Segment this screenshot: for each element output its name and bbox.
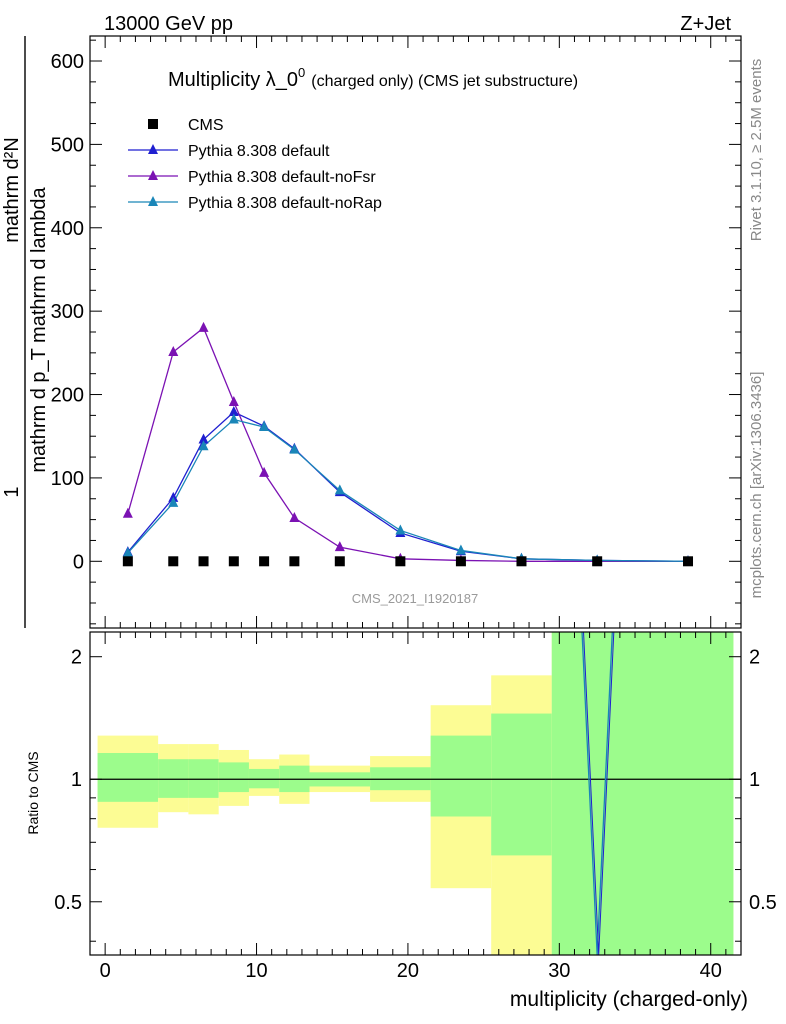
x-tick-label: 10 bbox=[245, 960, 267, 982]
point-nofsr bbox=[259, 466, 270, 477]
ratio-band-inner bbox=[97, 753, 159, 802]
legend-item-norap: Pythia 8.308 default-noRap bbox=[128, 195, 382, 212]
point-default bbox=[228, 406, 239, 417]
ratio-band-inner bbox=[551, 632, 734, 955]
ratio-y-tick-label-right: 2 bbox=[749, 647, 760, 669]
legend-marker-norap bbox=[148, 196, 158, 206]
legend-label-nofsr: Pythia 8.308 default-noFsr bbox=[188, 169, 376, 186]
ratio-y-tick-label: 0.5 bbox=[54, 892, 82, 914]
point-cms bbox=[395, 556, 406, 567]
point-cms bbox=[455, 556, 466, 567]
point-cms bbox=[228, 556, 239, 567]
point-cms bbox=[198, 556, 209, 567]
plot-title-small: (charged only) (CMS jet substructure) bbox=[311, 73, 578, 90]
plot-title-main: Multiplicity λ_0 bbox=[168, 69, 298, 91]
y-tick-label: 500 bbox=[51, 134, 84, 156]
point-cms bbox=[168, 556, 179, 567]
x-tick-label: 30 bbox=[548, 960, 570, 982]
point-cms bbox=[122, 556, 133, 567]
ratio-y-tick-label-right: 0.5 bbox=[749, 892, 777, 914]
plot-title-sup: 0 bbox=[298, 65, 305, 80]
legend-label-cms: CMS bbox=[188, 117, 224, 134]
analysis-watermark: CMS_2021_I1920187 bbox=[352, 591, 479, 606]
point-nofsr bbox=[122, 507, 133, 518]
legend: CMS Pythia 8.308 default Pythia 8.308 de… bbox=[128, 117, 382, 212]
legend-item-default: Pythia 8.308 default bbox=[128, 143, 330, 160]
ratio-band-inner bbox=[158, 759, 189, 798]
ratio-frame bbox=[89, 631, 742, 956]
point-cms bbox=[592, 556, 603, 567]
ratio-band-inner bbox=[248, 768, 280, 789]
legend-item-cms: CMS bbox=[148, 117, 224, 134]
legend-marker-nofsr bbox=[148, 170, 158, 180]
series-line-nofsr bbox=[127, 326, 689, 562]
x-tick-label: 40 bbox=[700, 960, 722, 982]
mcplots-label: mcplots.cern.ch [arXiv:1306.3436] bbox=[748, 372, 765, 599]
ratio-y-tick-label: 2 bbox=[71, 647, 82, 669]
x-axis-label: multiplicity (charged-only) bbox=[510, 988, 748, 1011]
point-norap bbox=[168, 496, 179, 507]
point-norap bbox=[122, 546, 133, 557]
y-tick-label: 100 bbox=[51, 468, 84, 490]
y-tick-label: 400 bbox=[51, 218, 84, 240]
upper-frame bbox=[89, 35, 742, 629]
ratio-band-inner bbox=[491, 713, 552, 856]
series-line-norap bbox=[127, 418, 689, 562]
ratio-panel: 0.5 0.51 12 20 10 20 30 40 Ratio to CMS multipl… bbox=[25, 631, 777, 1011]
point-norap bbox=[259, 421, 270, 432]
legend-marker-default bbox=[148, 144, 158, 154]
y-tick-label: 600 bbox=[51, 51, 84, 73]
point-cms bbox=[334, 556, 345, 567]
point-nofsr bbox=[168, 346, 179, 357]
point-norap bbox=[455, 544, 466, 555]
point-norap bbox=[395, 524, 406, 535]
rivet-label: Rivet 3.1.10, ≥ 2.5M events bbox=[748, 59, 765, 242]
ylabel-top: 1 bbox=[1, 486, 23, 497]
point-cms bbox=[516, 556, 527, 567]
point-norap bbox=[334, 484, 345, 495]
point-default bbox=[168, 491, 179, 502]
point-norap bbox=[228, 413, 239, 424]
legend-item-nofsr: Pythia 8.308 default-noFsr bbox=[128, 169, 376, 186]
ratio-ylabel: Ratio to CMS bbox=[25, 751, 41, 834]
point-cms bbox=[259, 556, 270, 567]
ratio-y-tick-label: 1 bbox=[71, 769, 82, 791]
upper-axis-ticks: 0 100 200 300 400 500 600 bbox=[51, 36, 742, 628]
legend-label-norap: Pythia 8.308 default-noRap bbox=[188, 195, 382, 212]
header-right: Z+Jet bbox=[680, 13, 731, 35]
y-tick-label: 300 bbox=[51, 301, 84, 323]
ratio-band-inner bbox=[430, 735, 492, 817]
plot-title: Multiplicity λ_00 (charged only) (CMS jet… bbox=[168, 65, 578, 91]
series-line-default bbox=[127, 411, 689, 562]
point-nofsr bbox=[228, 396, 239, 407]
x-tick-label: 0 bbox=[100, 960, 111, 982]
point-cms bbox=[683, 556, 694, 567]
header-left: 13000 GeV pp bbox=[104, 13, 233, 35]
ylabel-numerator: mathrm d²N bbox=[1, 137, 23, 243]
point-cms bbox=[289, 556, 300, 567]
ylabel-denominator: mathrm d p_T mathrm d lambda bbox=[28, 186, 50, 472]
upper-ylabel: 1 mathrm d²N mathrm d p_T mathrm d lambd… bbox=[1, 36, 50, 628]
point-norap bbox=[198, 440, 209, 451]
y-tick-label: 0 bbox=[73, 551, 84, 573]
x-tick-label: 20 bbox=[397, 960, 419, 982]
legend-label-default: Pythia 8.308 default bbox=[188, 143, 330, 160]
ratio-bands bbox=[97, 632, 734, 955]
legend-marker-cms bbox=[148, 119, 158, 129]
ratio-band-inner bbox=[188, 759, 219, 798]
y-tick-label: 200 bbox=[51, 385, 84, 407]
ratio-y-tick-label-right: 1 bbox=[749, 769, 760, 791]
point-nofsr bbox=[198, 321, 209, 332]
point-nofsr bbox=[289, 511, 300, 522]
upper-series bbox=[122, 321, 694, 567]
point-norap bbox=[289, 443, 300, 454]
point-nofsr bbox=[334, 541, 345, 552]
point-default bbox=[198, 433, 209, 444]
ratio-band-inner bbox=[218, 762, 249, 793]
ratio-axis-ticks: 0.5 0.51 12 20 10 20 30 40 bbox=[54, 632, 777, 982]
